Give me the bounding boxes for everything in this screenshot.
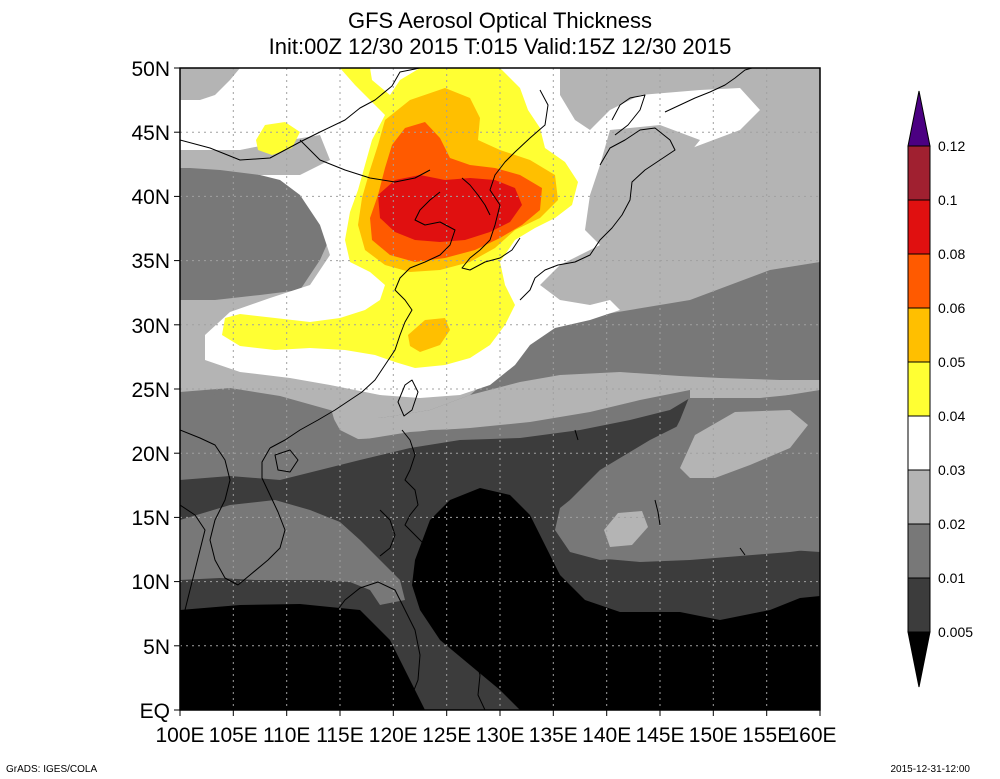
lat-label: 25N <box>131 379 170 402</box>
lon-label: 110E <box>263 724 311 747</box>
credit-label: GrADS: IGES/COLA <box>6 764 98 775</box>
colorbar-label: 0.12 <box>938 138 965 154</box>
field-0.005-0.01-sw <box>180 578 380 610</box>
lat-label: 45N <box>131 122 170 145</box>
lon-label: 125E <box>422 724 471 747</box>
lat-label: 20N <box>131 443 170 466</box>
colorbar-label: 0.01 <box>938 570 965 586</box>
lon-label: 115E <box>316 724 364 747</box>
field-below-0.005 <box>180 604 425 710</box>
colorbar: 0.005 0.01 0.02 0.03 0.04 0.05 0.06 0.08 0.1 0.12 <box>907 90 973 688</box>
colorbar-max-triangle <box>907 90 931 147</box>
title-block: GFS Aerosol Optical Thickness Init:00Z 1… <box>180 8 820 60</box>
lon-label: 105E <box>209 724 258 747</box>
field-0.02-0.03-japan <box>585 125 700 245</box>
colorbar-label: 0.03 <box>938 462 965 478</box>
lat-label: 40N <box>131 186 170 209</box>
lat-label: 15N <box>131 507 170 530</box>
lon-label: 160E <box>787 724 836 747</box>
field-0.08-0.1 <box>378 175 522 242</box>
colorbar-label: 0.1 <box>938 192 958 208</box>
colorbar-label: 0.04 <box>938 408 965 424</box>
lon-label: 145E <box>635 724 684 747</box>
lon-label: 135E <box>529 724 578 747</box>
coastlines <box>180 68 753 710</box>
field-0.04-0.05-small <box>256 122 300 155</box>
lon-label: 150E <box>689 724 738 747</box>
lon-label: 155E <box>742 724 791 747</box>
colorbar-min-triangle <box>907 631 931 688</box>
lat-labels: 50N 45N 40N 35N 30N 25N 20N 15N 10N 5N E… <box>131 58 170 723</box>
colorbar-box <box>907 577 931 633</box>
field-0.02-0.03-se2 <box>604 511 648 547</box>
colorbar-label: 0.06 <box>938 300 965 316</box>
colorbar-box <box>907 253 931 309</box>
aot-field <box>180 68 820 710</box>
field-0.02-0.03-nw <box>180 68 240 100</box>
field-0.02-0.03-ne <box>570 68 720 120</box>
lon-labels: 100E 105E 110E 115E 120E 125E 130E 135E … <box>155 724 836 747</box>
lon-label: 140E <box>582 724 631 747</box>
colorbar-box <box>907 415 931 471</box>
colorbar-box <box>907 469 931 525</box>
axis-ticks <box>174 67 821 716</box>
colorbar-label: 0.005 <box>938 624 973 640</box>
map-subtitle: Init:00Z 12/30 2015 T:015 Valid:15Z 12/3… <box>268 34 732 59</box>
field-0.01-0.02-west2 <box>180 188 285 258</box>
colorbar-box <box>907 145 931 201</box>
timestamp-label: 2015-12-31-12:00 <box>890 764 970 775</box>
lon-label: 100E <box>155 724 204 747</box>
colorbar-box <box>907 361 931 417</box>
lon-label: 130E <box>475 724 524 747</box>
colorbar-label: 0.02 <box>938 516 965 532</box>
colorbar-box <box>907 199 931 255</box>
field-0.02-0.03-se <box>680 410 808 478</box>
lat-label: EQ <box>140 700 170 723</box>
colorbar-label: 0.08 <box>938 246 965 262</box>
map-title: GFS Aerosol Optical Thickness <box>347 8 653 33</box>
lat-label: 35N <box>131 250 170 273</box>
colorbar-box <box>907 307 931 363</box>
lat-label: 30N <box>131 315 170 338</box>
lon-label: 120E <box>369 724 418 747</box>
colorbar-label: 0.05 <box>938 354 965 370</box>
field-0.05-0.06-small <box>408 318 450 352</box>
grid <box>180 68 820 710</box>
colorbar-box <box>907 523 931 579</box>
lat-label: 10N <box>131 571 170 594</box>
field-0.01-0.02-mid <box>180 390 690 480</box>
lat-label: 5N <box>143 636 170 659</box>
lat-label: 50N <box>131 58 170 81</box>
field-below-0.005-b <box>412 488 820 710</box>
